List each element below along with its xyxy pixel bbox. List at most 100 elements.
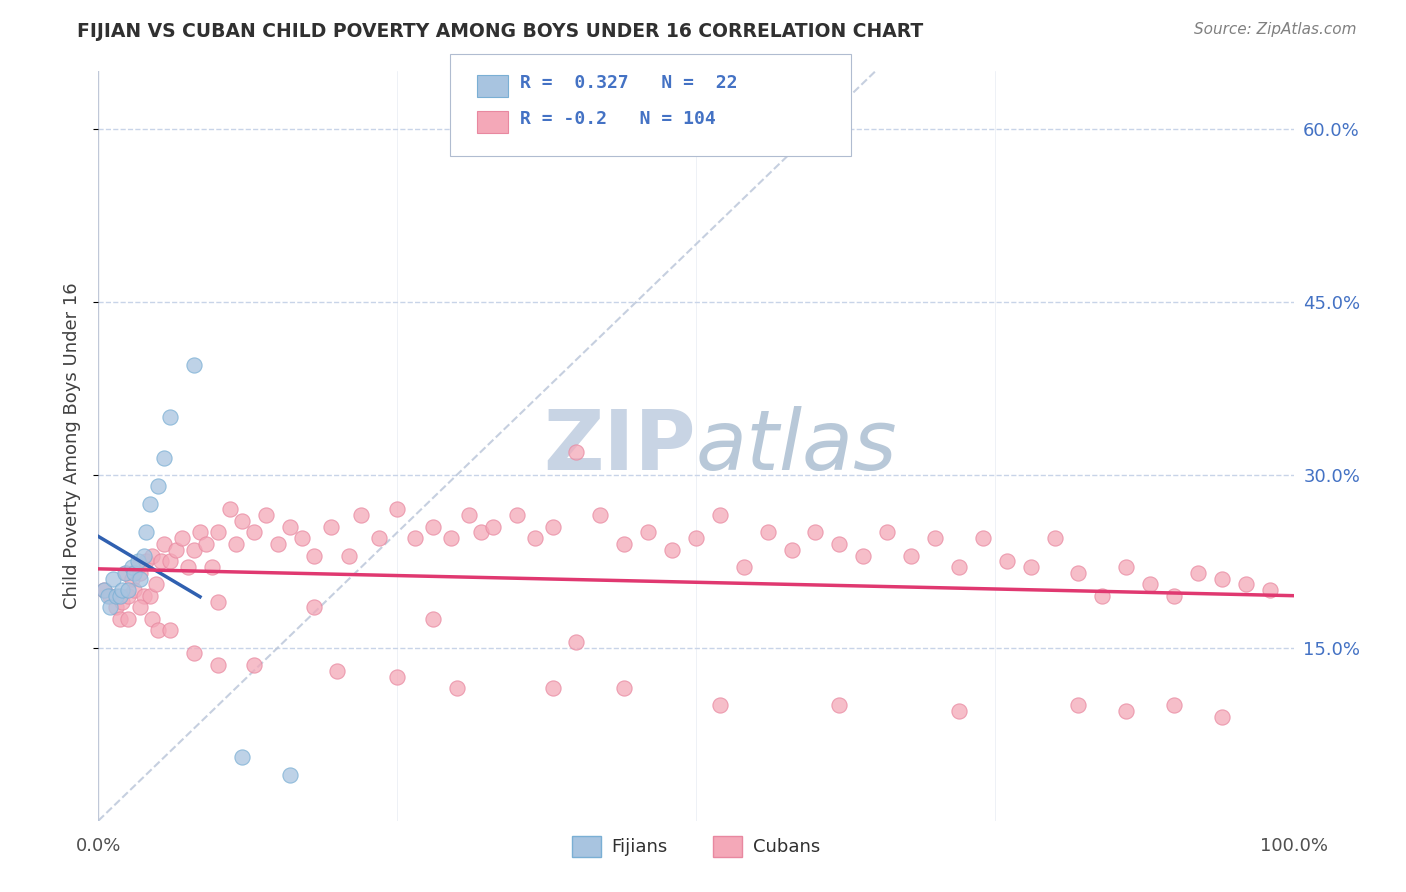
Point [105, 600, 128, 615]
Point [780, 542, 803, 557]
Point [481, 519, 505, 533]
Point [995, 554, 1018, 568]
Point [108, 589, 131, 603]
Legend: Fijians, Cubans: Fijians, Cubans [565, 829, 827, 864]
Point [101, 572, 124, 586]
Point [278, 519, 301, 533]
Point [165, 542, 187, 557]
Point [183, 647, 205, 661]
Point [201, 560, 224, 574]
Point [243, 658, 266, 673]
Point [139, 589, 162, 603]
Point [108, 612, 131, 626]
Point [124, 566, 146, 580]
Point [733, 560, 755, 574]
Point [804, 525, 827, 540]
Point [1043, 531, 1066, 545]
Point [183, 359, 205, 373]
Point [385, 669, 409, 683]
Point [565, 444, 588, 458]
Text: ZIP: ZIP [544, 406, 696, 486]
Point [1234, 577, 1257, 591]
Point [231, 514, 253, 528]
Point [506, 508, 529, 523]
Point [828, 698, 851, 713]
Point [565, 635, 588, 649]
Point [188, 525, 211, 540]
Point [291, 531, 314, 545]
Point [148, 479, 170, 493]
Point [207, 594, 229, 608]
Point [368, 531, 391, 545]
Point [404, 531, 426, 545]
Point [135, 554, 157, 568]
Point [183, 542, 205, 557]
Point [302, 600, 325, 615]
Point [135, 525, 157, 540]
Point [132, 549, 155, 563]
Point [1067, 698, 1090, 713]
Point [709, 698, 731, 713]
Point [876, 525, 898, 540]
Point [302, 549, 325, 563]
Point [243, 525, 266, 540]
Point [129, 572, 152, 586]
Point [1211, 710, 1233, 724]
Point [1187, 566, 1209, 580]
Point [124, 583, 146, 598]
Point [1115, 560, 1137, 574]
Point [924, 531, 946, 545]
Point [141, 549, 163, 563]
Point [111, 594, 134, 608]
Point [458, 508, 481, 523]
Point [117, 612, 139, 626]
Point [159, 410, 181, 425]
Point [1115, 704, 1137, 718]
Point [105, 589, 128, 603]
Point [613, 681, 636, 695]
Point [93, 583, 115, 598]
Point [1163, 698, 1185, 713]
Point [1211, 572, 1233, 586]
Point [127, 560, 149, 574]
Point [195, 537, 218, 551]
Point [139, 497, 162, 511]
Point [207, 525, 229, 540]
Point [127, 554, 149, 568]
Point [1258, 583, 1281, 598]
Point [1067, 566, 1090, 580]
Point [278, 767, 301, 781]
Point [350, 508, 373, 523]
Point [685, 531, 707, 545]
Point [541, 519, 564, 533]
Point [339, 549, 361, 563]
Point [440, 531, 463, 545]
Point [129, 566, 152, 580]
Point [613, 537, 636, 551]
Point [422, 612, 444, 626]
Text: FIJIAN VS CUBAN CHILD POVERTY AMONG BOYS UNDER 16 CORRELATION CHART: FIJIAN VS CUBAN CHILD POVERTY AMONG BOYS… [77, 22, 924, 41]
Point [177, 560, 200, 574]
Point [541, 681, 564, 695]
Point [98, 600, 122, 615]
Point [117, 583, 139, 598]
Point [661, 542, 683, 557]
Point [1163, 589, 1185, 603]
Point [141, 612, 163, 626]
Point [97, 589, 120, 603]
Point [225, 537, 247, 551]
Point [153, 450, 176, 465]
Point [470, 525, 492, 540]
Point [145, 577, 167, 591]
Point [385, 502, 409, 516]
Point [172, 531, 194, 545]
Point [111, 583, 134, 598]
Point [231, 750, 253, 764]
Text: R = -0.2   N = 104: R = -0.2 N = 104 [520, 110, 716, 128]
Point [129, 600, 152, 615]
Point [98, 589, 122, 603]
Point [852, 549, 875, 563]
Point [117, 589, 139, 603]
Point [159, 554, 181, 568]
Point [446, 681, 468, 695]
